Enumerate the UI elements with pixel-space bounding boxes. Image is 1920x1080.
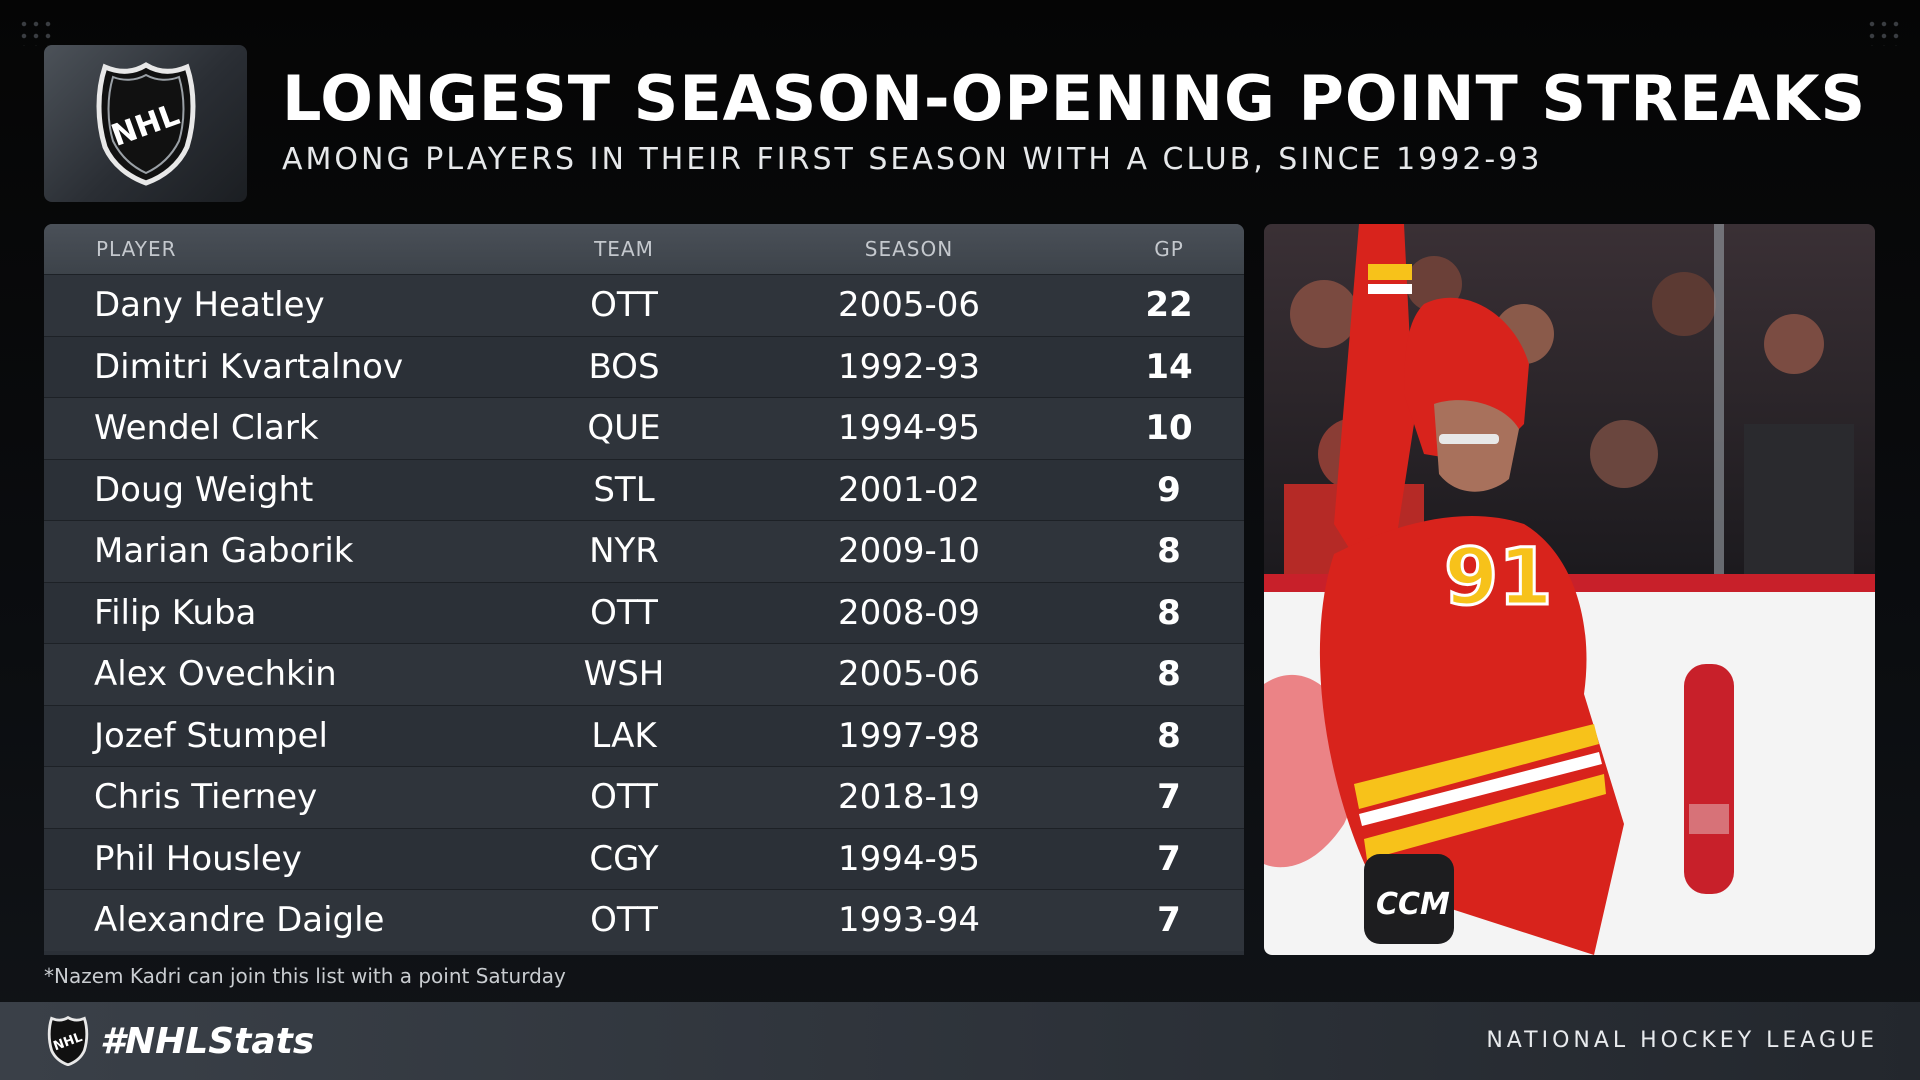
table-row: Chris Tierney OTT 2018-19 7 <box>44 766 1244 828</box>
nhl-logo-panel: NHL <box>44 45 247 202</box>
column-header-season: SEASON <box>864 237 954 261</box>
team-code: QUE <box>587 408 661 449</box>
player-name: Alexandre Daigle <box>94 900 385 941</box>
season: 2018-19 <box>837 777 981 818</box>
player-name: Phil Housley <box>94 838 302 879</box>
season: 2008-09 <box>837 592 981 633</box>
team-code: NYR <box>589 531 659 572</box>
nhl-shield-icon: NHL <box>96 62 195 186</box>
games-played: 7 <box>1157 777 1181 818</box>
page-subtitle: AMONG PLAYERS IN THEIR FIRST SEASON WITH… <box>282 142 1543 177</box>
svg-text:91: 91 <box>1444 533 1553 623</box>
table-row: Dany Heatley OTT 2005-06 22 <box>44 274 1244 336</box>
player-photo: 91 CCM <box>1264 224 1875 955</box>
column-header-gp: GP <box>1154 237 1184 261</box>
player-name: Dimitri Kvartalnov <box>94 346 404 387</box>
table-row: Phil Housley CGY 1994-95 7 <box>44 827 1244 890</box>
table-row: Marian Gaborik NYR 2009-10 8 <box>44 520 1244 582</box>
column-header-team: TEAM <box>594 237 654 261</box>
svg-text:CCM: CCM <box>1376 887 1450 922</box>
table-row: Doug Weight STL 2001-02 9 <box>44 458 1244 521</box>
league-name: NATIONAL HOCKEY LEAGUE <box>1486 1028 1878 1053</box>
footnote: *Nazem Kadri can join this list with a p… <box>44 964 566 988</box>
player-name: Doug Weight <box>94 469 314 510</box>
team-code: OTT <box>590 592 658 633</box>
games-played: 8 <box>1157 592 1181 633</box>
page-title: LONGEST SEASON-OPENING POINT STREAKS <box>282 62 1867 135</box>
games-played: 10 <box>1145 408 1193 449</box>
team-code: WSH <box>583 654 665 695</box>
games-played: 7 <box>1157 900 1181 941</box>
games-played: 8 <box>1157 715 1181 756</box>
player-name: Jozef Stumpel <box>94 715 328 756</box>
games-played: 14 <box>1145 346 1193 387</box>
team-code: STL <box>593 469 655 510</box>
season: 1992-93 <box>837 346 981 387</box>
games-played: 9 <box>1157 469 1181 510</box>
table-row: Wendel Clark QUE 1994-95 10 <box>44 397 1244 459</box>
player-name: Alex Ovechkin <box>94 654 337 695</box>
player-name: Chris Tierney <box>94 777 318 818</box>
team-code: OTT <box>590 900 658 941</box>
games-played: 7 <box>1157 838 1181 879</box>
decorative-dots <box>1866 18 1902 46</box>
table-row: Alexandre Daigle OTT 1993-94 7 <box>44 889 1244 951</box>
table-row: Filip Kuba OTT 2008-09 8 <box>44 581 1244 644</box>
decorative-dots <box>18 18 54 46</box>
player-name: Marian Gaborik <box>94 531 354 572</box>
hashtag: #NHLStats <box>100 1020 315 1062</box>
games-played: 22 <box>1145 285 1193 326</box>
column-header-player: PLAYER <box>96 237 177 261</box>
player-name: Wendel Clark <box>94 408 319 449</box>
team-code: OTT <box>590 777 658 818</box>
team-code: LAK <box>591 715 657 756</box>
table-row: Alex Ovechkin WSH 2005-06 8 <box>44 643 1244 705</box>
season: 1994-95 <box>837 408 981 449</box>
team-code: OTT <box>590 285 658 326</box>
table-row: Jozef Stumpel LAK 1997-98 8 <box>44 704 1244 767</box>
player-name: Dany Heatley <box>94 285 325 326</box>
season: 2005-06 <box>837 285 981 326</box>
nhl-shield-icon: NHL <box>47 1016 89 1066</box>
streaks-table: PLAYER TEAM SEASON GP Dany Heatley OTT 2… <box>44 224 1244 955</box>
table-row: Dimitri Kvartalnov BOS 1992-93 14 <box>44 335 1244 398</box>
player-name: Filip Kuba <box>94 592 257 633</box>
celebrating-player-illustration: 91 CCM <box>1264 224 1875 955</box>
season: 1993-94 <box>837 900 981 941</box>
season: 2005-06 <box>837 654 981 695</box>
games-played: 8 <box>1157 531 1181 572</box>
table-header: PLAYER TEAM SEASON GP <box>44 224 1244 274</box>
season: 1994-95 <box>837 838 981 879</box>
team-code: BOS <box>588 346 660 387</box>
footer-bar: NHL #NHLStats NATIONAL HOCKEY LEAGUE <box>0 1002 1920 1080</box>
games-played: 8 <box>1157 654 1181 695</box>
season: 2009-10 <box>837 531 981 572</box>
season: 1997-98 <box>837 715 981 756</box>
season: 2001-02 <box>837 469 981 510</box>
team-code: CGY <box>589 838 659 879</box>
